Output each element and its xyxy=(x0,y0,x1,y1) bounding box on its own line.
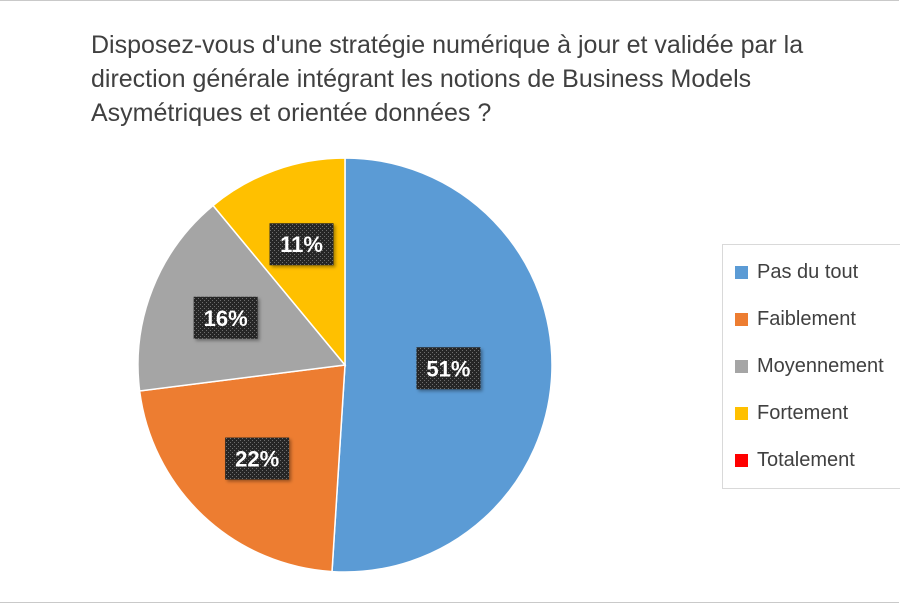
data-label-text: 11% xyxy=(280,232,323,257)
data-label-text: 16% xyxy=(204,306,248,331)
data-label-text: 51% xyxy=(426,356,470,381)
legend-item-3: Fortement xyxy=(735,390,900,437)
legend-swatch xyxy=(735,313,748,326)
legend-swatch xyxy=(735,407,748,420)
data-label-3: 11% xyxy=(269,223,334,266)
data-label-box xyxy=(269,223,334,266)
legend-label: Totalement xyxy=(757,449,855,471)
legend-label: Pas du tout xyxy=(757,261,859,283)
legend-item-4: Totalement xyxy=(735,437,900,484)
legend-label: Faiblement xyxy=(757,308,856,330)
legend-swatch xyxy=(735,454,748,467)
chart-title: Disposez-vous d'une stratégie numérique … xyxy=(91,31,804,127)
legend-swatch xyxy=(735,266,748,279)
legend-label: Moyennement xyxy=(757,355,884,377)
legend-item-1: Faiblement xyxy=(735,296,900,343)
data-label-0: 51% xyxy=(416,347,481,390)
data-label-box xyxy=(416,347,481,390)
legend-label: Fortement xyxy=(757,402,849,424)
legend-item-0: Pas du tout xyxy=(735,249,900,296)
data-label-2: 16% xyxy=(193,296,258,339)
data-label-text: 22% xyxy=(235,447,279,472)
legend-swatch xyxy=(735,360,748,373)
data-label-box xyxy=(193,296,258,339)
data-label-box xyxy=(225,437,290,480)
data-label-1: 22% xyxy=(225,437,290,480)
chart-legend: Pas du tout Faiblement Moyennement Fortemen… xyxy=(722,244,900,489)
legend-item-2: Moyennement xyxy=(735,343,900,390)
